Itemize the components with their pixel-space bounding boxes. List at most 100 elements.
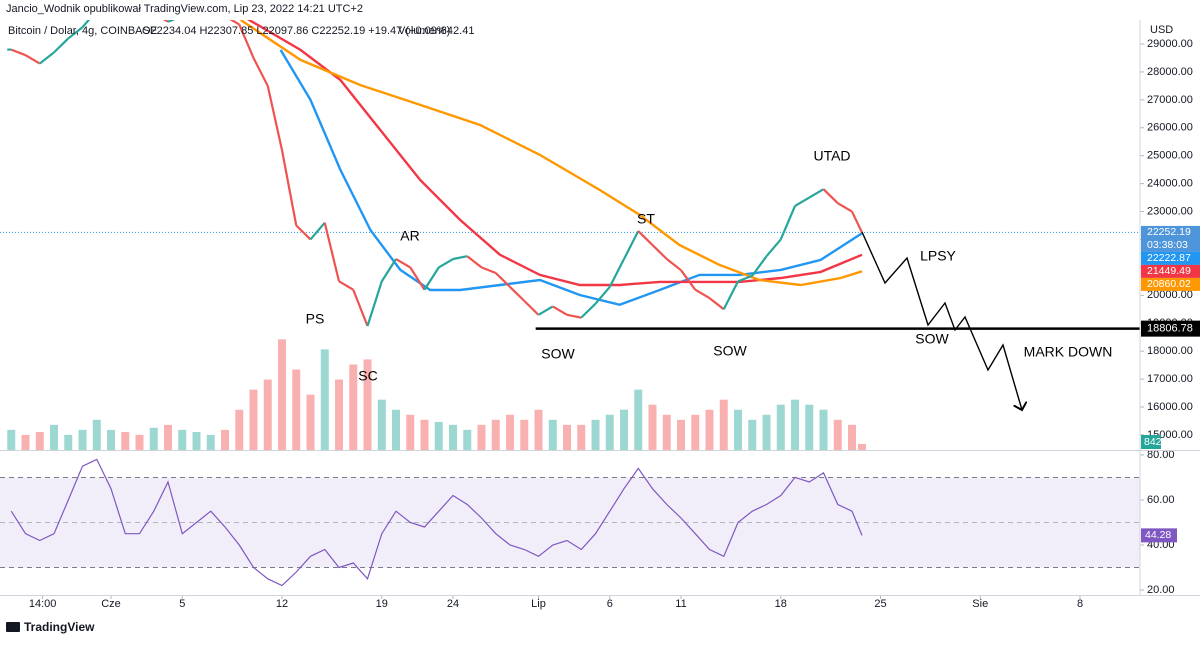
price-segment <box>851 211 863 233</box>
volume-bar <box>78 429 87 450</box>
price-segment <box>808 188 825 199</box>
volume-bar <box>249 389 258 450</box>
volume-bar <box>235 409 244 450</box>
rsi-line <box>10 458 863 587</box>
volume-bar <box>278 339 287 450</box>
volume-bar <box>335 379 344 450</box>
volume-bar <box>620 409 629 450</box>
y-tick-label: 27000.00 <box>1147 94 1193 106</box>
volume-bar <box>392 409 401 450</box>
volume-bar <box>121 432 130 450</box>
price-segment <box>837 202 853 213</box>
y-tick-label: 26000.00 <box>1147 122 1193 134</box>
volume-bar <box>719 399 728 450</box>
y-tick-label: 17000.00 <box>1147 373 1193 385</box>
price-segment <box>737 274 753 283</box>
price-segment <box>822 188 839 204</box>
price-segment <box>651 244 668 260</box>
price-badge-label: 22222.87 <box>1147 252 1191 264</box>
price-segment <box>509 286 526 302</box>
price-badge <box>1141 277 1200 291</box>
rsi-tick-label: 80.00 <box>1147 449 1175 461</box>
volume-bar <box>434 421 443 450</box>
price-segment <box>380 258 397 282</box>
y-tick-label: 23000.00 <box>1147 205 1193 217</box>
rsi-tick-label: 20.00 <box>1147 584 1175 596</box>
price-segment <box>67 26 84 40</box>
rsi-tick-label: 60.00 <box>1147 494 1175 506</box>
volume-bar <box>107 429 116 450</box>
annotation: SC <box>358 368 377 384</box>
x-tick-label: 25 <box>874 598 886 610</box>
price-segment <box>552 305 568 316</box>
price-segment <box>452 255 468 261</box>
price-badge-countdown: 03:38:03 <box>1147 239 1188 251</box>
volume-bar <box>776 404 785 450</box>
x-tick-label: 18 <box>775 598 787 610</box>
volume-bar <box>506 414 515 450</box>
volume-bar <box>477 424 486 450</box>
rsi-pane <box>0 458 1140 587</box>
volume-bar <box>833 419 842 450</box>
x-tick-label: 12 <box>276 598 288 610</box>
brand-logo: TradingView <box>6 620 95 634</box>
volume-bar <box>363 359 372 450</box>
x-tick-label: 24 <box>447 598 459 610</box>
price-badge-label: 20860.02 <box>1147 278 1191 290</box>
volume-bar <box>377 399 386 450</box>
volume-bar <box>221 429 230 450</box>
volume-bar <box>748 419 757 450</box>
price-segment <box>537 305 554 316</box>
volume-bar <box>563 424 572 450</box>
volume-bar <box>263 379 272 450</box>
price-segment <box>39 51 55 65</box>
x-tick-label: 6 <box>607 598 613 610</box>
volume-bar <box>406 414 415 450</box>
background-layer <box>7 339 866 450</box>
y-tick-label: 16000.00 <box>1147 401 1193 413</box>
price-segment <box>666 258 682 272</box>
price-segment <box>24 54 41 65</box>
volume-bar <box>164 424 173 450</box>
price-segment <box>751 255 768 277</box>
price-segment <box>229 20 240 26</box>
annotation: SOW <box>541 346 575 362</box>
x-tick-label: 19 <box>376 598 388 610</box>
price-segment <box>238 24 255 59</box>
price-segment <box>167 20 176 23</box>
volume-bar <box>292 369 301 450</box>
volume-bar <box>548 419 557 450</box>
volume-badge-label: 842 <box>1144 436 1162 448</box>
price-segment <box>438 258 454 269</box>
volume-badge <box>1141 435 1161 449</box>
x-tick-label: Lip <box>531 598 546 610</box>
price-segment <box>594 286 611 305</box>
price-pane <box>0 20 1140 327</box>
volume-bar <box>306 394 315 450</box>
rsi-badge-label: 44.28 <box>1145 529 1171 541</box>
volume-bar <box>677 419 686 450</box>
price-segment <box>623 230 640 260</box>
plot-layer: 15000.0016000.0017000.0018000.0019000.00… <box>0 20 1200 610</box>
x-tick-label: Cze <box>101 598 121 610</box>
price-segment <box>423 266 440 291</box>
volume-bar <box>349 364 358 450</box>
author-line: Jancio_Wodnik opublikował TradingView.co… <box>6 3 363 15</box>
price-segment <box>295 224 312 241</box>
volume-bar <box>848 424 857 450</box>
volume-bar <box>634 389 643 450</box>
volume-bar <box>819 409 828 450</box>
annotation: PS <box>306 311 325 327</box>
price-segment <box>81 20 91 28</box>
price-segment <box>309 222 326 241</box>
price-segment <box>466 255 483 269</box>
price-segment <box>338 280 354 291</box>
volume-bar <box>35 432 44 450</box>
price-badge <box>1141 225 1200 252</box>
volume-bar <box>64 434 73 450</box>
annotation: UTAD <box>813 148 850 164</box>
x-tick-label: 14:00 <box>29 598 57 610</box>
price-segment <box>10 48 26 57</box>
price-segment <box>637 230 654 246</box>
